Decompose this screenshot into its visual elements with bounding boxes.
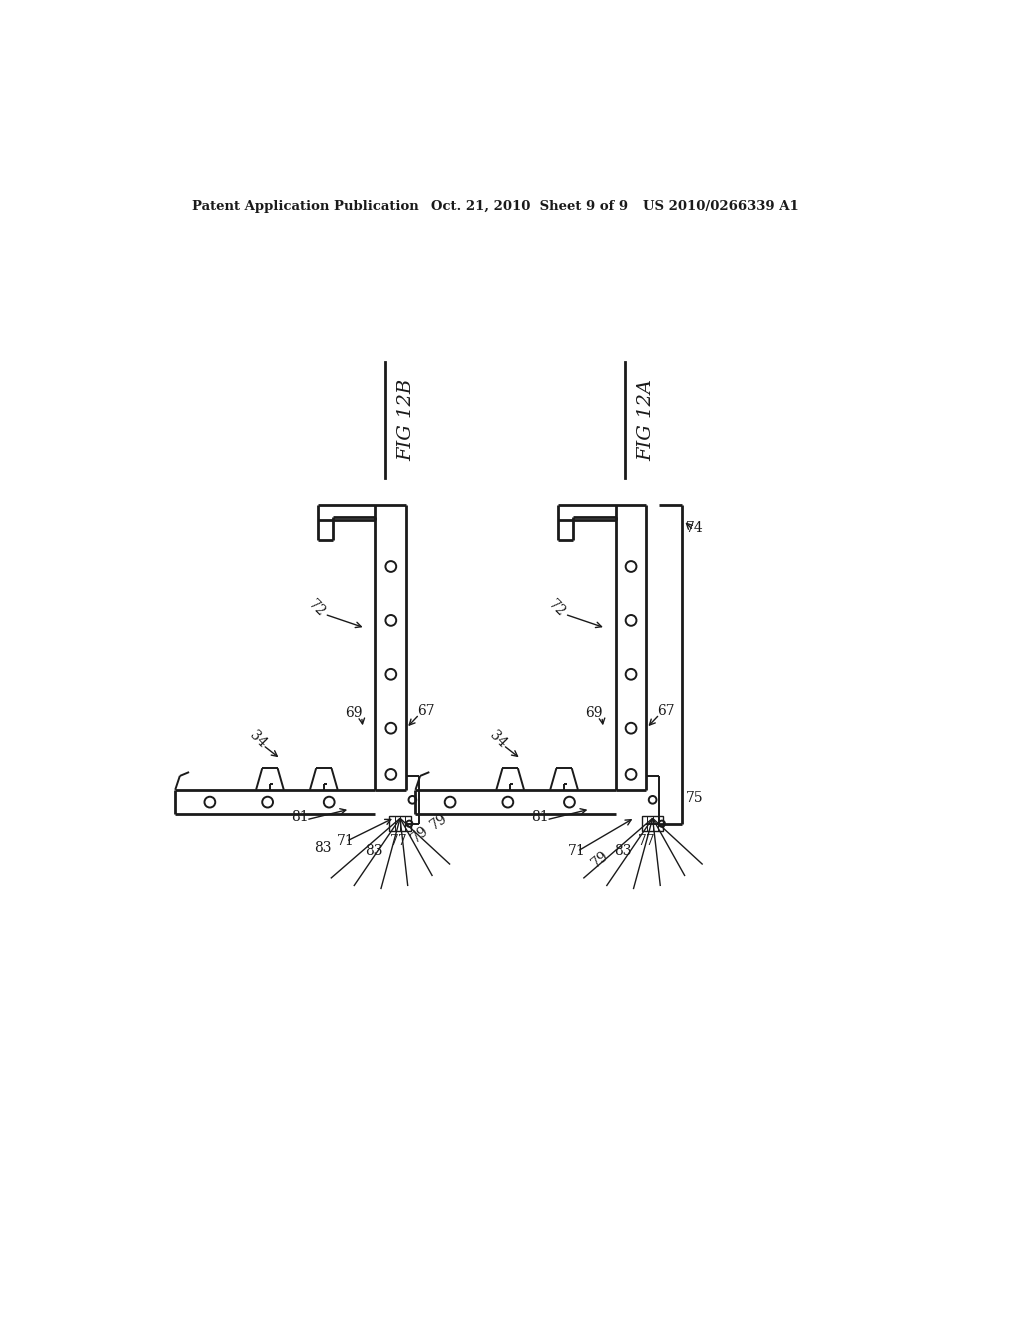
Text: 83: 83 [314,841,332,854]
Text: 72: 72 [306,598,328,620]
Text: 81: 81 [291,809,309,824]
Text: 74: 74 [686,521,703,535]
Text: 83: 83 [614,845,632,858]
Text: US 2010/0266339 A1: US 2010/0266339 A1 [643,199,799,213]
Text: 79: 79 [427,812,450,833]
Text: 69: 69 [345,706,362,719]
Text: 71: 71 [337,834,355,849]
Text: FIG 12B: FIG 12B [397,379,415,461]
Text: 79: 79 [589,847,611,870]
Text: 34: 34 [247,729,268,751]
Text: 71: 71 [568,845,586,858]
Text: 34: 34 [486,729,509,751]
Text: 67: 67 [417,705,434,718]
Text: 81: 81 [531,809,549,824]
Text: 72: 72 [546,598,568,620]
Text: Patent Application Publication: Patent Application Publication [193,199,419,213]
Text: 77: 77 [390,834,408,849]
Text: 67: 67 [657,705,675,718]
Text: 77: 77 [638,834,655,849]
Text: Oct. 21, 2010  Sheet 9 of 9: Oct. 21, 2010 Sheet 9 of 9 [431,199,628,213]
FancyBboxPatch shape [389,816,411,832]
FancyBboxPatch shape [642,816,664,832]
Text: 75: 75 [686,791,703,804]
Text: FIG 12A: FIG 12A [638,379,655,461]
Text: 69: 69 [586,706,603,719]
Text: 79: 79 [409,824,431,846]
Text: 83: 83 [366,845,383,858]
